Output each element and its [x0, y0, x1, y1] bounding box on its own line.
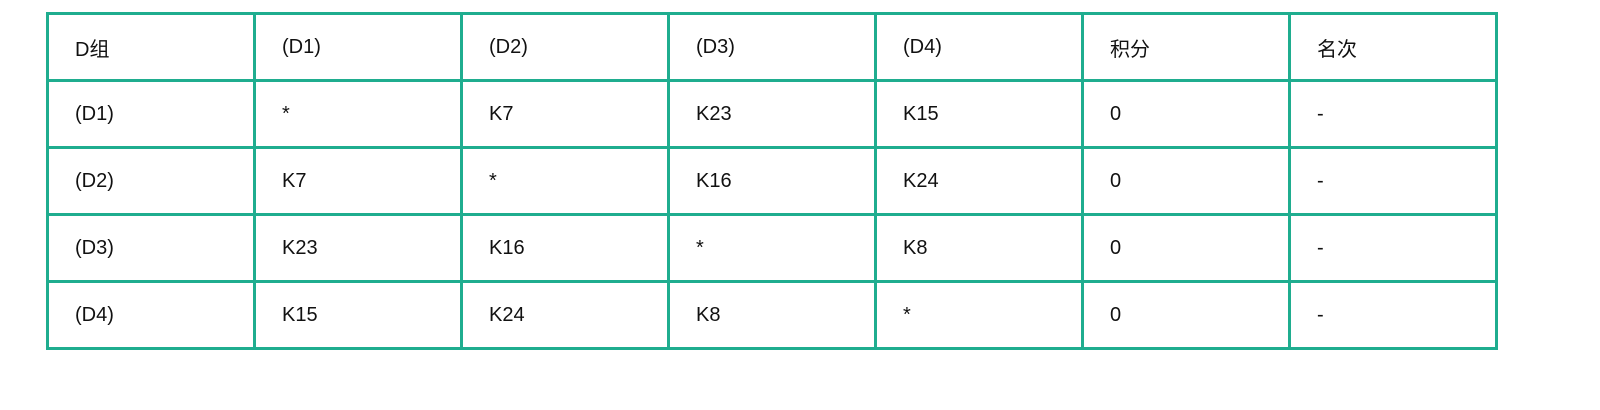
header-cell: (D4)	[874, 12, 1084, 82]
table-cell: 0	[1081, 146, 1291, 216]
header-cell: D组	[46, 12, 256, 82]
table-cell: K15	[874, 79, 1084, 149]
table-cell: K7	[460, 79, 670, 149]
table-cell: 0	[1081, 280, 1291, 350]
table-cell: *	[253, 79, 463, 149]
header-cell: (D3)	[667, 12, 877, 82]
table-cell: K8	[874, 213, 1084, 283]
table-cell: (D3)	[46, 213, 256, 283]
table-cell: -	[1288, 146, 1498, 216]
table-cell: 0	[1081, 213, 1291, 283]
header-cell: (D1)	[253, 12, 463, 82]
table-cell: (D2)	[46, 146, 256, 216]
header-cell: 名次	[1288, 12, 1498, 82]
table-cell: *	[874, 280, 1084, 350]
table-cell: (D1)	[46, 79, 256, 149]
table-container: D组 (D1) (D2) (D3) (D4) 积分 名次 (D1) * K7 K23 K15 0- (D2…	[46, 12, 1498, 350]
table-cell: K23	[667, 79, 877, 149]
table-cell: -	[1288, 79, 1498, 149]
table-cell: (D4)	[46, 280, 256, 350]
table-cell: K23	[253, 213, 463, 283]
table-cell: *	[460, 146, 670, 216]
table-cell: K15	[253, 280, 463, 350]
table-cell: K7	[253, 146, 463, 216]
table-cell: -	[1288, 280, 1498, 350]
table-row: (D3) K23 K16 * K8 0-	[46, 213, 1498, 283]
table-cell: 0	[1081, 79, 1291, 149]
header-cell: 积分	[1081, 12, 1291, 82]
group-table: D组 (D1) (D2) (D3) (D4) 积分 名次 (D1) * K7 K23 K15 0- (D2…	[46, 12, 1498, 350]
table-cell: K24	[874, 146, 1084, 216]
table-cell: K24	[460, 280, 670, 350]
table-cell: K16	[460, 213, 670, 283]
table-cell: K8	[667, 280, 877, 350]
header-cell: (D2)	[460, 12, 670, 82]
header-row: D组 (D1) (D2) (D3) (D4) 积分 名次	[46, 12, 1498, 82]
table-cell: *	[667, 213, 877, 283]
table-row: (D2) K7 * K16 K24 0-	[46, 146, 1498, 216]
table-row: (D4) K15 K24 K8 * 0-	[46, 280, 1498, 350]
table-cell: -	[1288, 213, 1498, 283]
table-cell: K16	[667, 146, 877, 216]
table-row: (D1) * K7 K23 K15 0-	[46, 79, 1498, 149]
